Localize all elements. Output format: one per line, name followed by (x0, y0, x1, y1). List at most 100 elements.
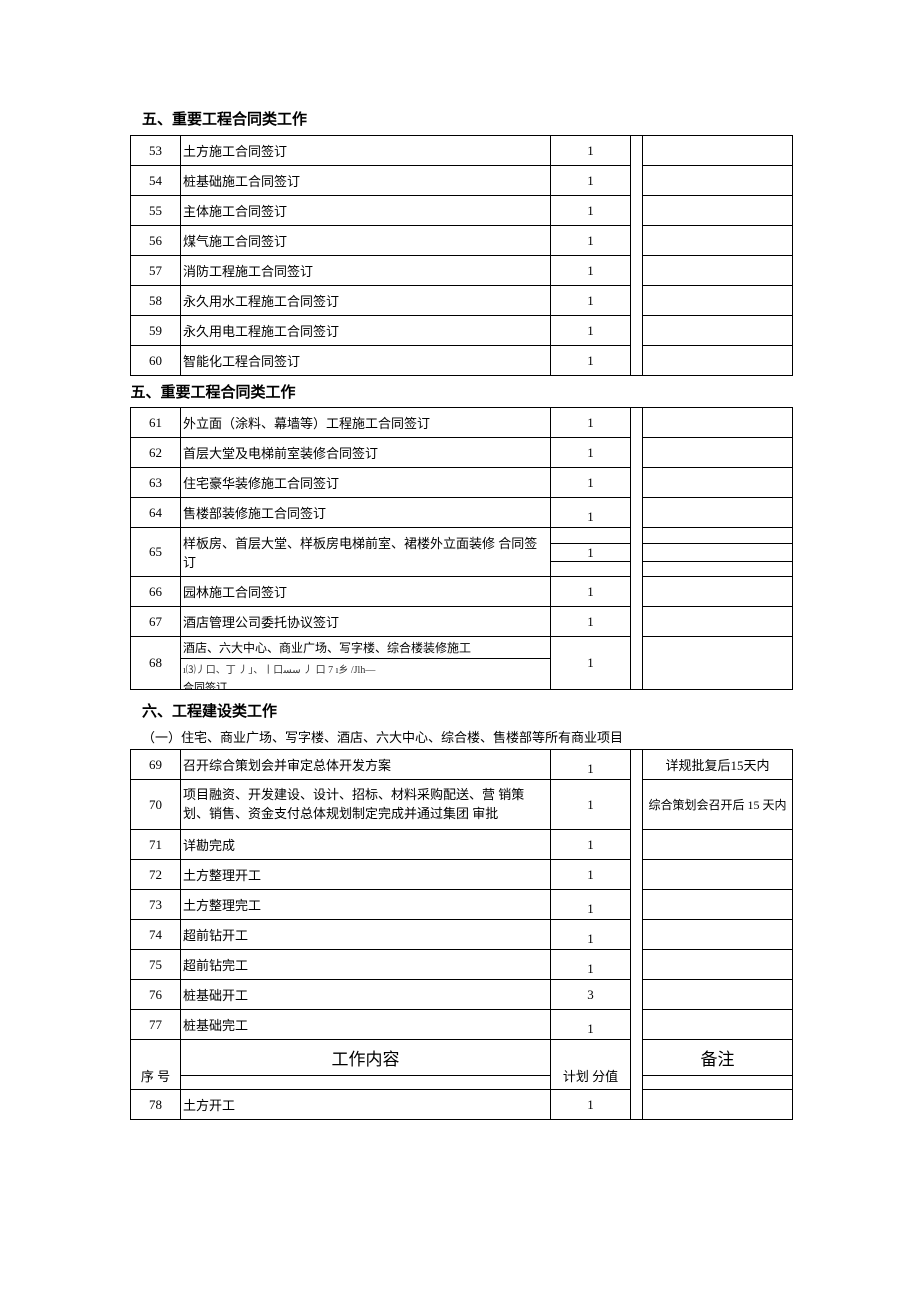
table-row: 66 园林施工合同签订 1 (131, 577, 793, 607)
table-row: 70 项目融资、开发建设、设计、招标、材料采购配送、营 销策划、销售、资金支付总… (131, 780, 793, 830)
header-remark-blank (643, 1076, 793, 1090)
table-row: 71 详勘完成 1 (131, 830, 793, 860)
header-score: 计划 分值 (551, 1040, 631, 1090)
row-remark (643, 438, 793, 468)
table-row: 78 土方开工 1 (131, 1090, 793, 1120)
gap (631, 196, 643, 226)
row-num: 76 (131, 980, 181, 1010)
row-score: 1 (551, 890, 631, 920)
row-content: 永久用电工程施工合同签订 (181, 316, 551, 346)
gap (631, 830, 643, 860)
row-content: 桩基础施工合同签订 (181, 166, 551, 196)
row-score: 1 (551, 950, 631, 980)
header-content-blank (181, 1076, 551, 1090)
row-content: 桩基础开工 (181, 980, 551, 1010)
gap (631, 780, 643, 830)
row-score: 1 (551, 438, 631, 468)
row-score: 1 (551, 316, 631, 346)
row-score: 1 (551, 256, 631, 286)
row-num: 74 (131, 920, 181, 950)
row-remark: 综合策划会召开后 15 天内 (643, 780, 793, 830)
row-remark (643, 920, 793, 950)
row-content: 主体施工合同签订 (181, 196, 551, 226)
table-row: 60 智能化工程合同签订 1 (131, 346, 793, 376)
table-row: 56 煤气施工合同签订 1 (131, 226, 793, 256)
row-remark (643, 468, 793, 498)
row-num: 60 (131, 346, 181, 376)
row-content: 项目融资、开发建设、设计、招标、材料采购配送、营 销策划、销售、资金支付总体规划… (181, 780, 551, 830)
row-remark (643, 830, 793, 860)
gap (631, 256, 643, 286)
gap (631, 950, 643, 980)
table-row: 53 土方施工合同签订 1 (131, 136, 793, 166)
row-content: 首层大堂及电梯前室装修合同签订 (181, 438, 551, 468)
row-num: 77 (131, 1010, 181, 1040)
row-remark (643, 408, 793, 438)
table-row: 55 主体施工合同签订 1 (131, 196, 793, 226)
table-row: 62 首层大堂及电梯前室装修合同签订 1 (131, 438, 793, 468)
gap (631, 166, 643, 196)
row-remark (643, 544, 792, 562)
table-section-6: 69 召开综合策划会并审定总体开发方案 1 详规批复后15天内 70 项目融资、… (130, 749, 793, 1120)
row-score: 1 (551, 196, 631, 226)
row-content: 消防工程施工合同签订 (181, 256, 551, 286)
row-num: 62 (131, 438, 181, 468)
row-score: 1 (551, 286, 631, 316)
table-row: 59 永久用电工程施工合同签订 1 (131, 316, 793, 346)
row-content: 园林施工合同签订 (181, 577, 551, 607)
row-content: 智能化工程合同签订 (181, 346, 551, 376)
table-row: 65 样板房、首层大堂、样板房电梯前室、裙楼外立面装修 合同签订 1 (131, 528, 793, 577)
row-content: 土方整理完工 (181, 890, 551, 920)
row-content: 样板房、首层大堂、样板房电梯前室、裙楼外立面装修 合同签订 (181, 528, 551, 577)
row-score: 1 (551, 780, 631, 830)
row68-line1: 酒店、六大中心、商业广场、写字楼、综合楼装修施工 (181, 637, 550, 659)
gap (631, 980, 643, 1010)
gap (631, 577, 643, 607)
gap (631, 468, 643, 498)
row-num: 78 (131, 1090, 181, 1120)
header-content: 工作内容 (181, 1040, 551, 1076)
gap (631, 226, 643, 256)
row-remark (643, 860, 793, 890)
row-content: 外立面（涂料、幕墙等）工程施工合同签订 (181, 408, 551, 438)
row-score: 1 (551, 577, 631, 607)
row-num: 63 (131, 468, 181, 498)
gap (631, 890, 643, 920)
section-6-subtitle: （一）住宅、商业广场、写字楼、酒店、六大中心、综合楼、售楼部等所有商业项目 (142, 727, 790, 746)
row-content: 售楼部装修施工合同签订 (181, 498, 551, 528)
gap (631, 1040, 643, 1090)
row-score: 1 (551, 860, 631, 890)
gap (631, 860, 643, 890)
gap (631, 1090, 643, 1120)
row-content: 超前钻完工 (181, 950, 551, 980)
row-num: 71 (131, 830, 181, 860)
row-remark (643, 316, 793, 346)
section-5b-header-row: 五、重要工程合同类工作 (131, 376, 793, 408)
row-score: 1 (551, 226, 631, 256)
table-row: 61 外立面（涂料、幕墙等）工程施工合同签订 1 (131, 408, 793, 438)
row-num: 69 (131, 750, 181, 780)
row-remark (643, 607, 793, 637)
row-remark (643, 286, 793, 316)
row68-line2: ı⑶丿口、丁 丿」、丨口ﺳﺴ 丿 口 7 ı乡 /Jlh— (181, 659, 550, 678)
gap (631, 750, 643, 780)
row-num: 65 (131, 528, 181, 577)
row-num: 54 (131, 166, 181, 196)
row-score: 3 (551, 980, 631, 1010)
row-score: 1 (551, 830, 631, 860)
table-row: 54 桩基础施工合同签订 1 (131, 166, 793, 196)
row-content: 土方施工合同签订 (181, 136, 551, 166)
row-remark (643, 256, 793, 286)
row-num: 57 (131, 256, 181, 286)
row-remark (643, 950, 793, 980)
row-remark (643, 346, 793, 376)
table-row: 73 土方整理完工 1 (131, 890, 793, 920)
row-content: 住宅豪华装修施工合同签订 (181, 468, 551, 498)
row-num: 58 (131, 286, 181, 316)
row68-line3: 合同签订 (181, 678, 550, 689)
table-row: 75 超前钻完工 1 (131, 950, 793, 980)
row-num: 67 (131, 607, 181, 637)
row-num: 56 (131, 226, 181, 256)
row-remark (643, 1090, 793, 1120)
row-score: 1 (551, 166, 631, 196)
